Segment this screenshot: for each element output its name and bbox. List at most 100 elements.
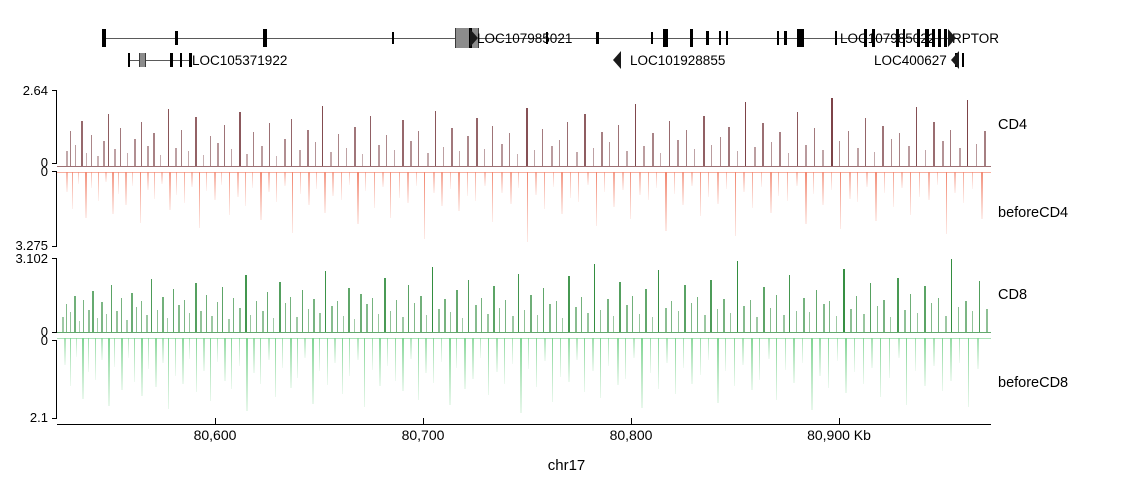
gene-exon-block [925, 29, 929, 47]
signal-spike [632, 295, 634, 332]
gene-exon-block [651, 32, 653, 44]
signal-spike [70, 338, 72, 386]
signal-spike [675, 338, 677, 395]
signal-spike [717, 338, 719, 404]
signal-spike [924, 285, 926, 332]
signal-spike [737, 151, 739, 166]
signal-spike [229, 172, 231, 216]
signal-spike [725, 338, 727, 372]
signal-spike [750, 300, 752, 332]
signal-spike [121, 298, 123, 332]
y-axis-spine [56, 340, 57, 418]
signal-spike [390, 172, 392, 218]
gene-exon-block [663, 29, 668, 47]
gene-label-loc400627[interactable]: LOC400627 [874, 53, 947, 68]
gene-exon-block [835, 31, 837, 45]
signal-spike [633, 338, 636, 358]
gene-exon-block [777, 31, 779, 45]
gene-strand-arrow-left [613, 51, 621, 69]
signal-spike [963, 172, 965, 204]
signal-spike [683, 338, 685, 369]
signal-spike [239, 338, 241, 367]
signal-spike [354, 318, 356, 332]
gene-intron-line [128, 60, 192, 61]
signal-spike [72, 172, 74, 209]
signal-spike [840, 172, 842, 229]
signal-spike [450, 172, 452, 190]
signal-spike [360, 293, 363, 332]
signal-spike [684, 285, 686, 332]
signal-spike [217, 338, 219, 362]
signal-spike [600, 310, 602, 332]
signal-spike [576, 338, 579, 360]
x-axis-tick-label: 80,900 Kb [807, 427, 871, 443]
signal-spike [438, 308, 440, 332]
gene-exon-block [917, 29, 920, 47]
signal-spike [168, 338, 170, 409]
signal-spike [979, 281, 981, 332]
signal-spike [836, 316, 838, 332]
signal-spike [898, 338, 900, 359]
gene-label-loc107985022[interactable]: LOC107985022 [840, 31, 936, 46]
signal-spike [378, 144, 380, 166]
gene-label-loc105371922[interactable]: LOC105371922 [192, 53, 288, 68]
signal-spike [354, 126, 357, 166]
signal-spike [518, 172, 520, 189]
signal-spike [787, 172, 789, 202]
signal-spike [399, 172, 401, 198]
signal-spike [671, 300, 673, 332]
signal-spike [79, 321, 81, 332]
signal-spike [819, 338, 821, 377]
signal-spike [811, 338, 814, 410]
signal-spike [596, 172, 598, 227]
signal-spike [904, 309, 906, 332]
signal-spike [444, 298, 447, 332]
signal-spike [134, 338, 136, 383]
gene-label-loc101928855[interactable]: LOC101928855 [630, 53, 726, 68]
signal-spike [199, 172, 201, 229]
signal-spike [526, 108, 529, 166]
gene-exon-block [102, 29, 106, 47]
signal-spike [520, 338, 523, 413]
signal-spike [155, 338, 158, 388]
x-axis-line [57, 424, 991, 425]
gene-label-loc107985021[interactable]: LOC107985021 [477, 31, 573, 46]
signal-spike [206, 172, 208, 191]
signal-spike [505, 299, 507, 332]
signal-spike [378, 314, 380, 332]
signal-spike [839, 140, 841, 166]
track-label-cd8: CD8 [998, 287, 1028, 303]
signal-spike [575, 306, 578, 332]
signal-spike [770, 172, 772, 214]
signal-spike [778, 172, 780, 196]
gene-exon-block [784, 31, 787, 45]
signal-spike [176, 172, 178, 196]
signal-spike [607, 299, 609, 332]
signal-spike [665, 172, 667, 232]
signal-spike [312, 338, 314, 404]
signal-spike [946, 172, 948, 234]
signal-spike [91, 134, 93, 166]
signal-spike [131, 292, 133, 332]
signal-spike [195, 117, 198, 166]
signal-spike [319, 338, 321, 372]
signal-spike [534, 149, 536, 166]
signal-spike [942, 141, 945, 166]
signal-spike [816, 290, 818, 332]
signal-spike [717, 309, 719, 332]
signal-spike [578, 172, 580, 202]
signal-spike [161, 172, 164, 184]
signal-spike [147, 172, 149, 190]
signal-spike [147, 145, 150, 166]
signal-spike [928, 172, 931, 201]
signal-spike [639, 314, 641, 332]
signal-spike [284, 138, 286, 166]
track-label-beforecd8: beforeCD8 [998, 375, 1069, 391]
signal-spike [542, 129, 544, 166]
signal-spike [386, 135, 388, 166]
signal-spike [793, 338, 795, 383]
signal-spike [691, 338, 694, 384]
signal-spike [341, 172, 343, 201]
signal-spike [260, 338, 262, 384]
gene-label-rptor[interactable]: RPTOR [952, 31, 1000, 46]
